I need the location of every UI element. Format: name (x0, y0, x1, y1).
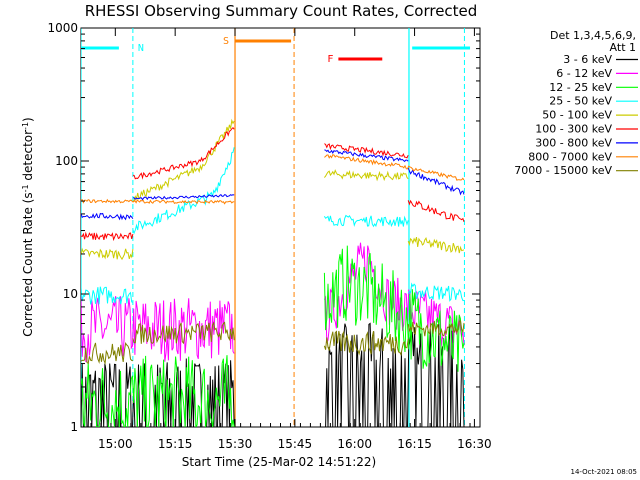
series-50-100-kev-segment-2 (132, 118, 235, 203)
y-axis: 1 10 100 1000 (47, 21, 480, 434)
x-axis: 15:00 15:15 15:30 15:45 16:00 16:15 16:30 (80, 28, 492, 451)
legend-title-line: Det 1,3,4,5,6,9, (550, 29, 636, 42)
x-tick-label: 15:00 (98, 437, 133, 451)
series-6-12-kev-segment-1 (81, 295, 235, 363)
legend-entry-label: 25 - 50 keV (549, 95, 612, 108)
x-tick-label: 16:30 (457, 437, 492, 451)
legend-entry-label: 6 - 12 keV (556, 67, 612, 80)
y-tick-label: 10 (63, 287, 78, 301)
interval-f-label: F (327, 54, 333, 65)
x-tick-label: 16:15 (397, 437, 432, 451)
interval-s-label: S (223, 36, 229, 47)
legend-entry-label: 3 - 6 keV (563, 53, 612, 66)
y-tick-label: 1 (70, 420, 78, 434)
series-800-7000-kev-segment-1 (81, 198, 235, 205)
series-25-50-kev-segment-1 (81, 286, 134, 305)
series-3-6-kev-segment-1 (81, 358, 235, 427)
series-50-100-kev-segment-1 (81, 247, 134, 261)
timestamp: 14-Oct-2021 08:05 (571, 468, 637, 476)
series-25-50-kev-segment-3 (323, 214, 409, 228)
series-25-50-kev-segment-2 (132, 147, 235, 235)
series-50-100-kev-segment-3 (324, 169, 409, 182)
legend-entry-label: 300 - 800 keV (535, 136, 612, 149)
series-3-6-kev-segment-2 (324, 322, 465, 427)
series-800-7000-kev-segment-2 (324, 154, 465, 181)
y-tick-label: 1000 (47, 21, 78, 35)
legend-entry-label: 7000 - 15000 keV (514, 164, 612, 177)
series-300-800-kev-segment-2 (132, 194, 235, 201)
series-50-100-kev-segment-4 (407, 236, 465, 254)
legend-title-line: Att 1 (610, 41, 636, 54)
interval-n-label: N (138, 43, 144, 54)
series-100-300-kev-segment-3 (324, 143, 409, 159)
y-tick-label: 100 (55, 154, 78, 168)
x-tick-label: 15:30 (218, 437, 253, 451)
legend-entry-label: 50 - 100 keV (542, 109, 612, 122)
series-100-300-kev-segment-2 (132, 126, 235, 180)
series-100-300-kev-segment-4 (407, 199, 465, 222)
series-300-800-kev-segment-4 (407, 167, 465, 196)
series-7000-15000-kev-segment-1 (81, 342, 134, 366)
series-12-25-kev-segment-2 (323, 245, 465, 372)
series-25-50-kev-segment-4 (407, 282, 465, 302)
series-300-800-kev-segment-3 (324, 149, 409, 163)
series-100-300-kev-segment-1 (81, 231, 134, 242)
plot-area: N S F (81, 28, 471, 427)
legend-entry-label: 12 - 25 keV (549, 81, 612, 94)
series-7000-15000-kev-segment-2 (132, 321, 235, 345)
legend-entry-label: 800 - 7000 keV (528, 150, 612, 163)
x-tick-label: 16:00 (337, 437, 372, 451)
chart-title: RHESSI Observing Summary Count Rates, Co… (85, 2, 478, 20)
x-axis-label: Start Time (25-Mar-02 14:51:22) (182, 455, 376, 469)
series-300-800-kev-segment-1 (81, 212, 134, 221)
x-tick-label: 15:45 (278, 437, 313, 451)
legend-entry-label: 100 - 300 keV (535, 123, 612, 136)
series-12-25-kev-segment-1 (81, 355, 235, 427)
y-axis-label: Corrected Count Rate (s-1 detector-1) (21, 117, 36, 336)
series-7000-15000-kev-segment-3 (323, 330, 409, 357)
series-7000-15000-kev-segment-4 (407, 320, 465, 337)
x-tick-label: 15:15 (158, 437, 193, 451)
